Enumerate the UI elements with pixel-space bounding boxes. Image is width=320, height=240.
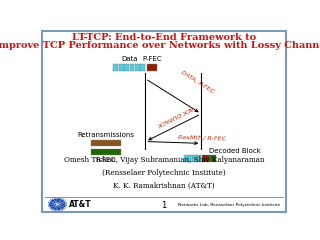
Text: RexMIT / R-FEC: RexMIT / R-FEC xyxy=(178,134,226,141)
Text: 1: 1 xyxy=(161,201,167,210)
Bar xyxy=(113,64,118,71)
Text: Omesh Tickoo, Vijay Subramanian, Shiv Kalyanaraman: Omesh Tickoo, Vijay Subramanian, Shiv Ka… xyxy=(64,156,264,164)
Bar xyxy=(124,64,129,71)
Bar xyxy=(119,64,124,71)
Bar xyxy=(210,155,216,162)
Bar xyxy=(91,140,121,146)
Text: (Rensselaer Polytechnic Institute): (Rensselaer Polytechnic Institute) xyxy=(102,169,226,177)
Bar xyxy=(188,155,193,162)
Text: DATA, P-FEC: DATA, P-FEC xyxy=(180,70,214,94)
Bar xyxy=(91,149,121,155)
Text: LT-TCP: End-to-End Framework to: LT-TCP: End-to-End Framework to xyxy=(72,33,256,42)
Bar xyxy=(193,155,197,162)
Text: Retransmissions: Retransmissions xyxy=(77,132,134,138)
Text: P-FEC: P-FEC xyxy=(142,56,162,62)
Text: K. K. Ramakrishnan (AT&T): K. K. Ramakrishnan (AT&T) xyxy=(113,182,215,190)
Text: Decoded Block: Decoded Block xyxy=(209,149,260,155)
Bar xyxy=(202,155,210,162)
Bar xyxy=(197,155,202,162)
Bar xyxy=(130,64,134,71)
Text: AT&T: AT&T xyxy=(68,200,91,209)
Text: Data: Data xyxy=(121,56,138,62)
Text: R-FEC: R-FEC xyxy=(96,157,116,163)
Bar xyxy=(147,64,157,71)
Bar xyxy=(135,64,140,71)
Bar xyxy=(184,155,188,162)
Text: Improve TCP Performance over Networks with Lossy Channels: Improve TCP Performance over Networks wi… xyxy=(0,41,320,50)
Text: ACK DUPACK: ACK DUPACK xyxy=(156,104,195,127)
Bar xyxy=(140,64,145,71)
Text: Networks Lab, Rensselaer Polytechnic Institute: Networks Lab, Rensselaer Polytechnic Ins… xyxy=(178,203,281,207)
Circle shape xyxy=(49,198,66,211)
